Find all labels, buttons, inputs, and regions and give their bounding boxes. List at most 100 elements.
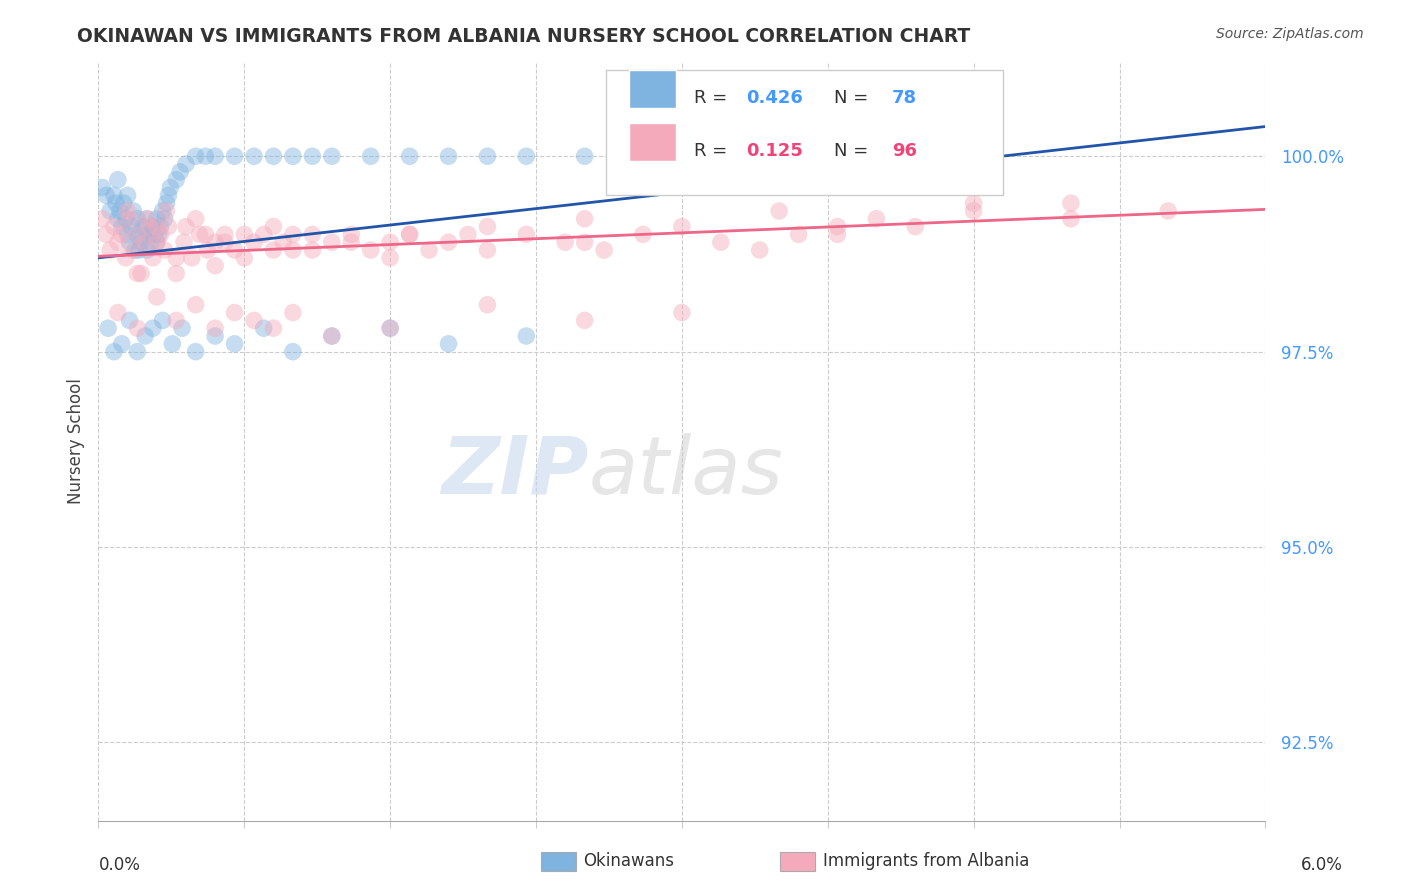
Point bbox=[224, 243, 246, 257]
Point bbox=[159, 180, 181, 194]
Point bbox=[340, 227, 363, 242]
Text: 96: 96 bbox=[891, 142, 917, 160]
Point bbox=[139, 235, 162, 250]
Point bbox=[195, 243, 218, 257]
Point bbox=[380, 235, 402, 250]
Point bbox=[111, 336, 134, 351]
Point bbox=[515, 329, 537, 343]
Point bbox=[152, 203, 174, 218]
Point bbox=[184, 344, 207, 359]
Point bbox=[301, 227, 323, 242]
Point bbox=[631, 149, 654, 163]
Bar bbox=[630, 70, 676, 108]
Point bbox=[165, 313, 187, 327]
Point bbox=[437, 235, 460, 250]
Point bbox=[108, 203, 131, 218]
Point bbox=[127, 321, 149, 335]
Point bbox=[477, 149, 499, 163]
Point bbox=[398, 149, 420, 163]
Point bbox=[114, 251, 136, 265]
Point bbox=[153, 243, 176, 257]
Text: atlas: atlas bbox=[589, 433, 783, 511]
Point bbox=[96, 227, 118, 242]
Point bbox=[117, 227, 139, 242]
Point bbox=[477, 243, 499, 257]
Point bbox=[477, 298, 499, 312]
Point bbox=[118, 211, 141, 226]
Point bbox=[184, 298, 207, 312]
Point bbox=[214, 227, 236, 242]
Point bbox=[631, 227, 654, 242]
Point bbox=[117, 203, 139, 218]
Text: Okinawans: Okinawans bbox=[583, 852, 675, 870]
Point bbox=[224, 149, 246, 163]
Point bbox=[107, 305, 129, 319]
Point bbox=[180, 251, 202, 265]
Point bbox=[262, 149, 284, 163]
Point bbox=[136, 211, 159, 226]
Point bbox=[98, 203, 121, 218]
Point bbox=[301, 243, 323, 257]
Point bbox=[360, 149, 382, 163]
Point bbox=[710, 235, 733, 250]
Point bbox=[281, 149, 304, 163]
Y-axis label: Nursery School: Nursery School bbox=[66, 378, 84, 505]
Point bbox=[360, 243, 382, 257]
Text: Source: ZipAtlas.com: Source: ZipAtlas.com bbox=[1216, 27, 1364, 41]
Point bbox=[91, 180, 114, 194]
Point bbox=[515, 227, 537, 242]
Point bbox=[184, 149, 207, 163]
Point bbox=[162, 336, 184, 351]
Point bbox=[97, 321, 120, 335]
Point bbox=[174, 157, 197, 171]
Point bbox=[321, 149, 343, 163]
Point bbox=[121, 219, 143, 234]
Point bbox=[136, 243, 159, 257]
Point bbox=[118, 313, 141, 327]
Point bbox=[262, 321, 284, 335]
Point bbox=[91, 211, 114, 226]
Point bbox=[380, 321, 402, 335]
Point bbox=[574, 235, 596, 250]
Point bbox=[281, 227, 304, 242]
Text: 0.0%: 0.0% bbox=[98, 856, 141, 874]
Text: OKINAWAN VS IMMIGRANTS FROM ALBANIA NURSERY SCHOOL CORRELATION CHART: OKINAWAN VS IMMIGRANTS FROM ALBANIA NURS… bbox=[77, 27, 970, 45]
Point bbox=[827, 227, 849, 242]
Point bbox=[142, 251, 165, 265]
Point bbox=[253, 321, 276, 335]
Point bbox=[380, 321, 402, 335]
Point bbox=[128, 243, 150, 257]
Point bbox=[157, 188, 180, 202]
Point bbox=[554, 235, 576, 250]
Point bbox=[204, 149, 226, 163]
Point bbox=[515, 149, 537, 163]
Point bbox=[184, 211, 207, 226]
Point bbox=[437, 336, 460, 351]
Point bbox=[253, 227, 276, 242]
Point bbox=[574, 313, 596, 327]
Point bbox=[301, 149, 323, 163]
Point bbox=[865, 211, 887, 226]
Point bbox=[127, 227, 149, 242]
Point bbox=[129, 267, 152, 281]
Point bbox=[103, 219, 125, 234]
Point bbox=[262, 219, 284, 234]
Point bbox=[134, 227, 156, 242]
Point bbox=[152, 313, 174, 327]
Point bbox=[593, 243, 616, 257]
Point bbox=[122, 243, 145, 257]
Point bbox=[174, 219, 197, 234]
Point bbox=[1060, 196, 1083, 211]
Point bbox=[768, 203, 790, 218]
Point bbox=[127, 344, 149, 359]
Text: R =: R = bbox=[693, 89, 733, 107]
Point bbox=[380, 251, 402, 265]
Point bbox=[149, 227, 172, 242]
Point bbox=[107, 172, 129, 186]
Point bbox=[124, 243, 146, 257]
Text: 0.426: 0.426 bbox=[747, 89, 803, 107]
Point bbox=[477, 219, 499, 234]
Text: ZIP: ZIP bbox=[441, 433, 589, 511]
Point bbox=[574, 211, 596, 226]
Point bbox=[962, 196, 984, 211]
